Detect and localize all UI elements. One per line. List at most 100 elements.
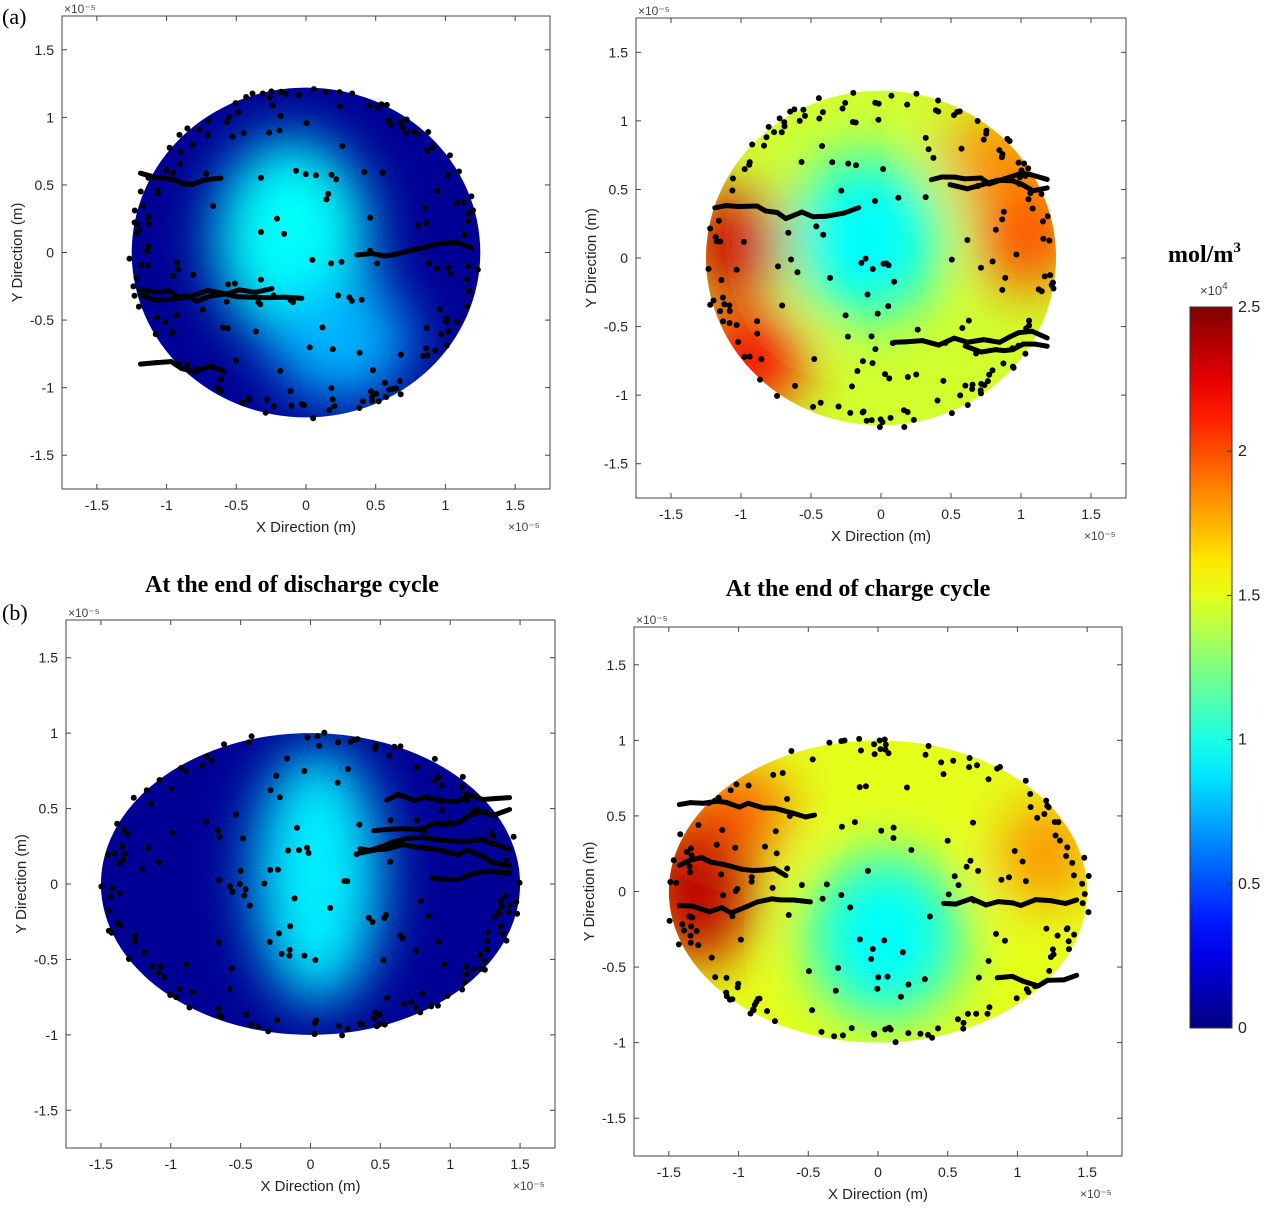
grain-boundary-segment xyxy=(772,805,795,816)
heatmap-panel-discharge: -1.5 -1 -0.5 0 0.5 1 1.5 -1.5 -1 -0.5 0 0.5 1 1.5 X Di… xyxy=(9,2,551,536)
y-tick-label: 1 xyxy=(50,725,58,741)
y-tick-label: 0.5 xyxy=(35,177,55,193)
x-tick-label: 0 xyxy=(874,1164,882,1180)
y-tick-label: -1.5 xyxy=(602,1110,626,1126)
x-tick-label: -1.5 xyxy=(89,1156,113,1172)
grain-boundary-segment xyxy=(728,903,750,916)
y-tick-label: 1.5 xyxy=(39,650,59,666)
grain-boundary-segment xyxy=(464,847,486,860)
x-axis-label: X Direction (m) xyxy=(256,519,356,536)
y-exponent-label: ×10⁻⁵ xyxy=(64,2,96,16)
grain-boundary-segment xyxy=(281,294,305,301)
x-tick-label: -0.5 xyxy=(796,1164,820,1180)
axis-ticks: -1.5 -1 -0.5 0 0.5 1 1.5 -1.5 -1 -0.5 0 0.5 1 1.5 xyxy=(602,627,1122,1180)
concentration-field xyxy=(131,87,481,418)
grain-boundary-segment xyxy=(236,287,258,295)
grain-boundary-segment xyxy=(965,337,987,345)
panel-label-b: (b) xyxy=(2,600,28,625)
grain-boundary-segment xyxy=(187,287,210,300)
x-tick-label: 1.5 xyxy=(505,497,525,513)
grain-boundary-segment xyxy=(437,240,460,247)
x-axis-label: X Direction (m) xyxy=(260,1178,360,1195)
concentration-region xyxy=(254,748,381,1005)
axis-ticks: -1.5 -1 -0.5 0 0.5 1 1.5 -1.5 -1 -0.5 0 0.5 1 1.5 xyxy=(604,18,1126,522)
grain-boundary-segment xyxy=(438,797,460,805)
grain-boundary-segment xyxy=(421,794,444,803)
x-exponent-label: ×10⁻⁵ xyxy=(513,1179,545,1193)
particle-markers xyxy=(126,86,481,422)
grain-boundary-segment xyxy=(153,174,176,182)
x-tick-label: -0.5 xyxy=(799,506,823,522)
colorbar-unit: mol/m3 xyxy=(1168,240,1241,268)
heatmap-panel-discharge: -1.5 -1 -0.5 0 0.5 1 1.5 -1.5 -1 -0.5 0 0.5 1 1.5 X Di… xyxy=(13,606,556,1195)
grain-boundary-segment xyxy=(690,903,712,915)
heatmap-panel-charge: -1.5 -1 -0.5 0 0.5 1 1.5 -1.5 -1 -0.5 0 0.5 1 1.5 X Di… xyxy=(581,613,1123,1203)
colorbar-tick-label: 2 xyxy=(1238,443,1247,460)
axis-ticks: -1.5 -1 -0.5 0 0.5 1 1.5 -1.5 -1 -0.5 0 0.5 1 1.5 xyxy=(34,620,555,1172)
colorbar-tick-label: 0 xyxy=(1238,1020,1247,1037)
grain-boundary-segment xyxy=(208,363,227,375)
grain-boundary-segment xyxy=(962,343,984,355)
x-axis-label: X Direction (m) xyxy=(831,528,931,545)
grain-boundary-segment xyxy=(489,868,513,877)
x-tick-label: 0.5 xyxy=(938,1164,958,1180)
grain-boundary-segment xyxy=(201,175,224,183)
grain-boundary-segment xyxy=(266,294,287,301)
grain-boundary-segment xyxy=(919,338,942,348)
x-tick-label: 1 xyxy=(442,497,450,513)
grain-boundary-segment xyxy=(410,244,430,253)
y-tick-label: -1 xyxy=(616,387,629,403)
grain-boundary-segment xyxy=(490,795,513,802)
grain-boundary-segment xyxy=(461,836,485,845)
grain-boundary-segment xyxy=(217,290,240,300)
x-tick-label: -1 xyxy=(735,506,748,522)
grain-boundary-segment xyxy=(354,251,375,258)
y-tick-label: -1.5 xyxy=(30,447,54,463)
grain-boundary-segment xyxy=(371,826,394,834)
x-exponent-label: ×10⁻⁵ xyxy=(1080,1187,1112,1201)
x-tick-label: -1 xyxy=(165,1156,178,1172)
grain-boundary-segment xyxy=(357,847,380,856)
concentration-region xyxy=(808,853,962,1020)
y-tick-label: 0 xyxy=(618,884,626,900)
x-tick-label: 1 xyxy=(446,1156,454,1172)
x-tick-label: 0 xyxy=(302,497,310,513)
grain-boundary-segment xyxy=(390,835,411,845)
colorbar-tick-label: 2.5 xyxy=(1238,299,1260,316)
grain-boundary-segment xyxy=(439,848,461,858)
grain-boundary-segment xyxy=(994,973,1015,981)
colorbar-exponent: ×104 xyxy=(1200,281,1228,298)
y-tick-label: 0 xyxy=(50,876,58,892)
grain-boundary-segment xyxy=(384,791,401,803)
grain-boundary-segment xyxy=(928,174,945,183)
grain-boundary-segment xyxy=(137,170,159,180)
grain-boundary-segment xyxy=(791,897,813,905)
y-tick-label: 1.5 xyxy=(609,44,629,60)
y-exponent-label: ×10⁻⁵ xyxy=(638,4,670,18)
x-tick-label: 1 xyxy=(1017,506,1025,522)
y-tick-label: 0 xyxy=(620,250,628,266)
x-axis-label: X Direction (m) xyxy=(828,1186,928,1203)
colorbar-ticks: 0 0.5 1 1.5 2 2.5 xyxy=(1227,299,1260,1037)
colorbar-tick-label: 1 xyxy=(1238,732,1247,749)
grain-boundary-segment xyxy=(981,337,1003,345)
grain-boundary-segment xyxy=(1027,171,1050,182)
grain-boundary-segment xyxy=(1048,898,1068,906)
y-axis-label: Y Direction (m) xyxy=(9,203,26,303)
x-tick-label: 0.5 xyxy=(366,497,386,513)
grain-boundary-segment xyxy=(392,247,416,257)
y-tick-label: 1.5 xyxy=(607,657,627,673)
x-tick-label: 0 xyxy=(877,506,885,522)
grain-boundary-segment xyxy=(754,896,775,905)
x-tick-label: -0.5 xyxy=(229,1156,253,1172)
x-tick-label: 1.5 xyxy=(1077,1164,1097,1180)
grain-boundary-segment xyxy=(383,842,406,852)
grain-boundary-segment xyxy=(137,360,159,367)
y-tick-label: -1.5 xyxy=(34,1102,58,1118)
grain-boundary-segment xyxy=(841,205,862,216)
x-tick-label: 0 xyxy=(307,1156,315,1172)
y-tick-label: -1.5 xyxy=(604,456,628,472)
y-tick-label: -0.5 xyxy=(604,319,628,335)
grain-boundary-segment xyxy=(169,294,193,302)
